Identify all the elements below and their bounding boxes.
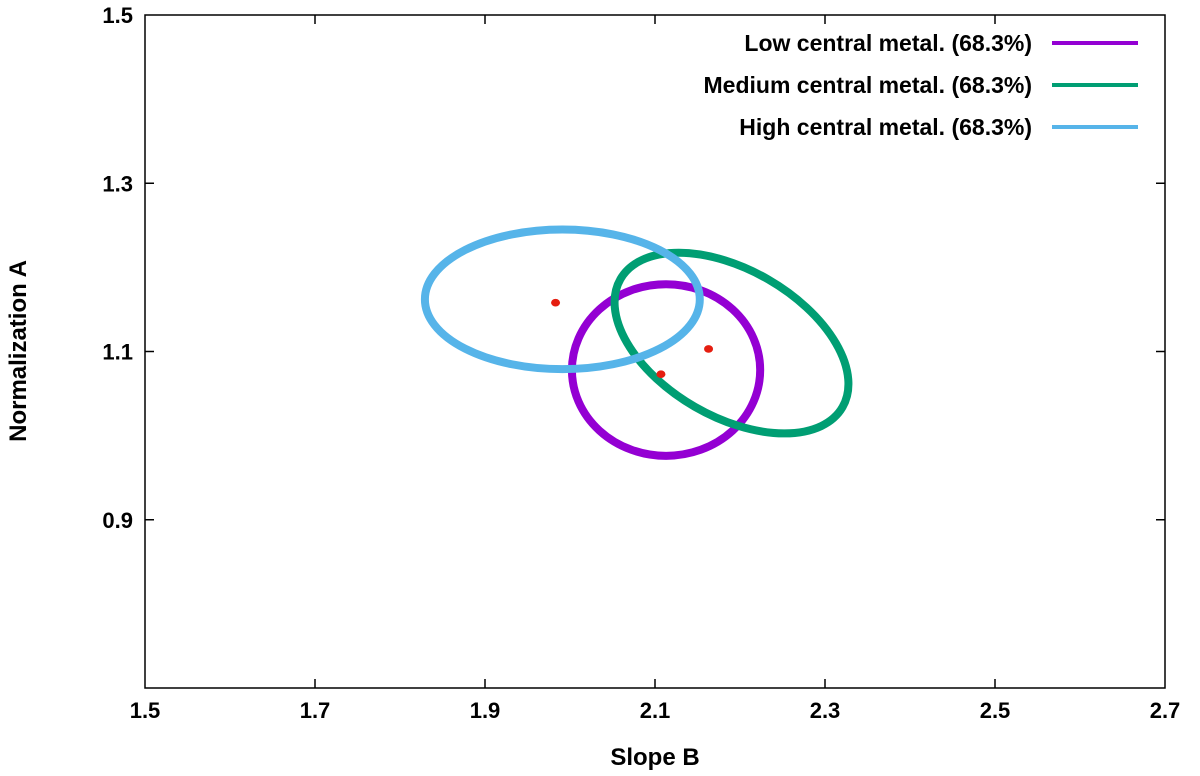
tick-labels: 1.5 1.7 1.9 2.1 2.3 2.5 2.7 0.9 1.1 1.3 1.5	[102, 3, 1180, 723]
best-fit-point	[704, 345, 714, 353]
x-tick-label: 2.5	[980, 698, 1011, 723]
x-tick-label: 1.5	[130, 698, 161, 723]
best-fit-point	[656, 370, 666, 379]
best-fit-points	[551, 298, 714, 379]
contours	[420, 225, 853, 460]
legend: Low central metal. (68.3%) Medium central…	[704, 30, 1138, 140]
contour-high	[420, 225, 704, 374]
y-axis-label: Normalization A	[5, 260, 32, 442]
legend-label: Medium central metal. (68.3%)	[704, 72, 1033, 98]
y-tick-label: 0.9	[102, 508, 133, 533]
x-tick-label: 2.3	[810, 698, 841, 723]
legend-label: Low central metal. (68.3%)	[744, 30, 1032, 56]
best-fit-point	[551, 298, 561, 307]
x-axis-label: Slope B	[610, 744, 699, 771]
legend-label: High central metal. (68.3%)	[739, 114, 1032, 140]
x-tick-label: 2.1	[640, 698, 671, 723]
y-tick-label: 1.3	[102, 171, 133, 196]
x-tick-label: 2.7	[1150, 698, 1181, 723]
y-tick-label: 1.1	[102, 340, 133, 365]
x-tick-label: 1.7	[300, 698, 331, 723]
contour-medium	[610, 248, 853, 438]
x-tick-label: 1.9	[470, 698, 501, 723]
y-tick-label: 1.5	[102, 3, 133, 28]
axis-ticks	[145, 15, 1165, 688]
